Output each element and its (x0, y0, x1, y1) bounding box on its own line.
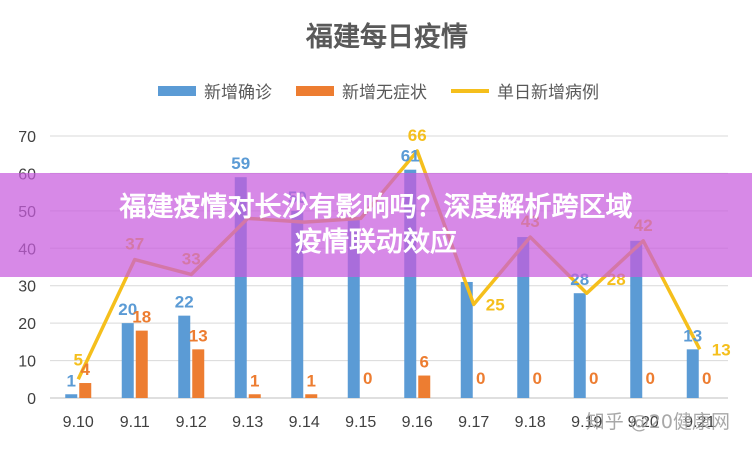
bar-label-asymptomatic: 1 (307, 371, 316, 390)
x-tick-label: 9.19 (571, 414, 602, 431)
bar-label-confirmed: 20 (118, 300, 137, 319)
legend-swatch (158, 86, 196, 96)
bar-label-confirmed: 1 (67, 371, 76, 390)
overlay-headline-line2: 疫情联动效应 (295, 227, 457, 258)
x-tick-label: 9.20 (628, 414, 659, 431)
bar-label-asymptomatic: 1 (250, 371, 259, 390)
bar-asymptomatic (305, 394, 318, 398)
x-tick-label: 9.17 (458, 414, 489, 431)
bar-confirmed (178, 315, 191, 398)
x-tick-label: 9.15 (345, 414, 376, 431)
bar-series (65, 169, 699, 398)
bar-label-asymptomatic: 0 (646, 369, 655, 388)
legend-label: 单日新增病例 (497, 83, 599, 103)
x-tick-label: 9.10 (63, 414, 94, 431)
bar-label-asymptomatic: 6 (420, 353, 429, 372)
x-tick-label: 9.14 (289, 414, 320, 431)
x-axis: 9.10 9.11 9.12 9.13 9.14 9.15 9.16 9.17 9.18 9.19… (63, 414, 716, 431)
title-overlay-banner (0, 173, 752, 277)
y-tick-label: 0 (27, 391, 36, 408)
legend: 新增确诊 新增无症状 单日新增病例 (158, 83, 599, 103)
bar-label-confirmed: 59 (231, 154, 250, 173)
y-tick-label: 20 (18, 316, 36, 333)
bar-label-asymptomatic: 0 (533, 369, 542, 388)
chart-title: 福建每日疫情 (305, 21, 468, 53)
legend-swatch (296, 86, 334, 96)
x-tick-label: 9.13 (232, 414, 263, 431)
bar-asymptomatic (418, 375, 431, 398)
line-label: 13 (712, 340, 731, 359)
bar-confirmed (573, 293, 586, 398)
x-tick-label: 9.21 (684, 414, 715, 431)
bar-label-asymptomatic: 0 (702, 369, 711, 388)
line-label: 5 (74, 350, 83, 369)
overlay-headline: 福建疫情对长沙有影响吗？深度解析跨区域 疫情联动效应 (0, 190, 752, 260)
line-label: 66 (408, 126, 427, 145)
legend-label: 新增确诊 (204, 83, 272, 103)
x-tick-label: 9.11 (120, 414, 150, 431)
bar-asymptomatic (135, 330, 148, 398)
bar-confirmed (65, 394, 78, 398)
y-tick-label: 30 (18, 279, 36, 296)
bar-label-asymptomatic: 0 (363, 369, 372, 388)
bar-asymptomatic (248, 394, 261, 398)
bar-asymptomatic (79, 383, 92, 398)
x-tick-label: 9.16 (402, 414, 433, 431)
x-tick-label: 9.12 (176, 414, 207, 431)
x-tick-label: 9.18 (515, 414, 546, 431)
y-tick-label: 70 (18, 129, 36, 146)
bar-label-asymptomatic: 13 (189, 326, 208, 345)
overlay-headline-line1: 福建疫情对长沙有影响吗？深度解析跨区域 (119, 192, 633, 223)
bar-confirmed (121, 323, 134, 398)
bar-label-asymptomatic: 0 (476, 369, 485, 388)
bar-label-asymptomatic: 0 (589, 369, 598, 388)
legend-label: 新增无症状 (342, 83, 427, 103)
bar-label-confirmed: 61 (401, 147, 420, 166)
watermark: 知乎 @20健康网 (585, 411, 730, 433)
bar-label-asymptomatic: 18 (132, 308, 151, 327)
bar-label-confirmed: 22 (175, 293, 194, 312)
bar-label-asymptomatic: 4 (81, 360, 91, 379)
bar-confirmed (517, 237, 530, 398)
bar-confirmed (686, 349, 699, 398)
bar-confirmed (460, 281, 473, 398)
bar-label-confirmed: 13 (683, 326, 702, 345)
line-label: 25 (486, 295, 505, 314)
bar-confirmed (630, 240, 643, 398)
y-tick-label: 10 (18, 354, 36, 371)
bar-asymptomatic (192, 349, 205, 398)
